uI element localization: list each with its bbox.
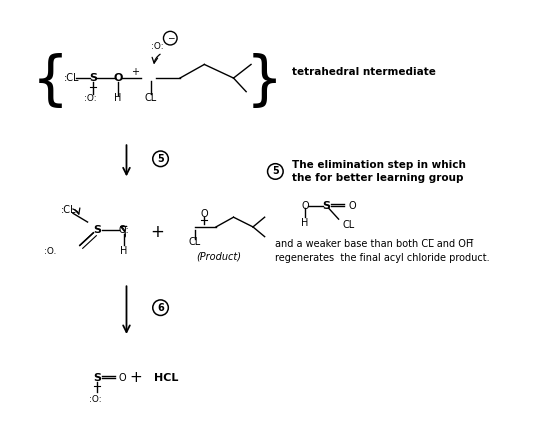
Text: H: H [114, 94, 121, 103]
Text: H: H [120, 246, 127, 256]
Text: :O:: :O: [151, 43, 164, 52]
Text: :O.: :O. [44, 247, 57, 256]
Text: O: O [113, 73, 122, 83]
Text: O: O [118, 373, 127, 383]
Text: S: S [93, 373, 101, 383]
Text: The elimination step in which: The elimination step in which [292, 159, 466, 170]
Text: CL: CL [144, 94, 157, 103]
Text: CL: CL [188, 237, 201, 246]
Text: tetrahedral ntermediate: tetrahedral ntermediate [292, 67, 436, 77]
Text: O: O [201, 209, 208, 219]
Text: S: S [89, 73, 97, 83]
Text: :O:: :O: [89, 395, 102, 404]
Text: :CL: :CL [64, 73, 80, 83]
Text: (Product): (Product) [196, 251, 241, 261]
Text: S: S [322, 201, 330, 211]
Text: −: − [167, 34, 174, 43]
Text: 5: 5 [157, 154, 164, 164]
Text: O:: O: [118, 225, 129, 235]
Text: +: + [130, 370, 143, 385]
Text: the for better learning group: the for better learning group [292, 173, 464, 183]
Text: S: S [93, 225, 101, 235]
Text: regenerates  the final acyl chloride product.: regenerates the final acyl chloride prod… [275, 253, 490, 263]
Text: CL: CL [342, 220, 355, 230]
Text: +: + [151, 223, 164, 241]
Text: H: H [301, 218, 308, 228]
Text: HCL: HCL [154, 373, 178, 383]
Text: and a weaker base than both CL̅ and OH̅: and a weaker base than both CL̅ and OH̅ [275, 239, 473, 250]
Text: O: O [348, 201, 356, 211]
Text: O: O [302, 201, 309, 211]
Text: :CL: :CL [61, 205, 77, 215]
Text: +: + [131, 67, 139, 77]
Text: }: } [246, 53, 283, 111]
Text: {: { [32, 53, 69, 111]
Text: :O:: :O: [84, 94, 97, 103]
Text: 6: 6 [157, 303, 164, 313]
Text: 5: 5 [272, 167, 279, 177]
